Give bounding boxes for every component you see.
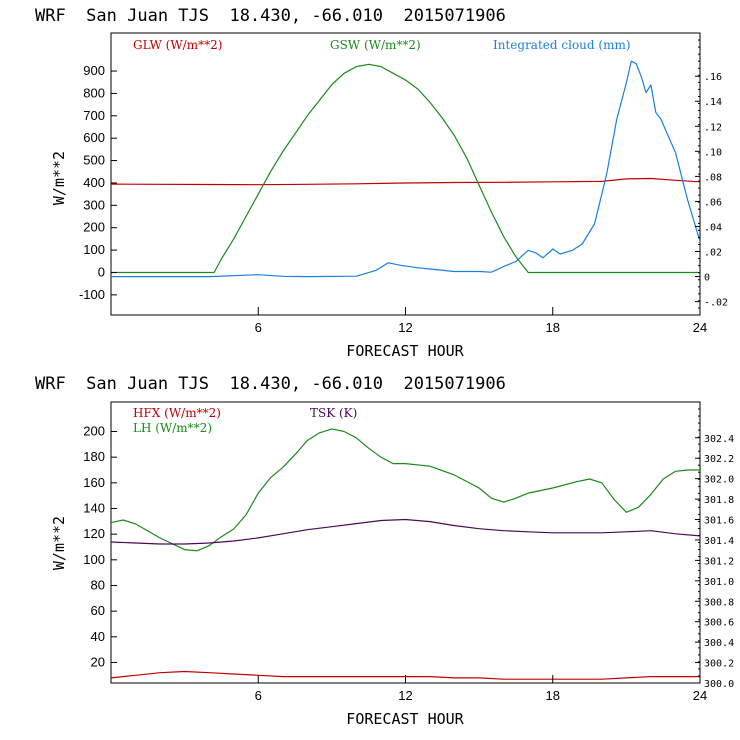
- top-x-tick-label: 6: [255, 320, 262, 335]
- top-y2-tick-label: .06: [704, 197, 722, 208]
- top-y-tick-label: 600: [83, 130, 105, 145]
- top-y-tick-label: 400: [83, 175, 105, 190]
- top-y2-tick-label: .08: [704, 172, 722, 183]
- bottom-axes-group: 6 12 18 24 20 40 60 80 100 120 140 160 180 200 300.0 30…: [83, 401, 734, 703]
- bottom-y-tick-label: 180: [83, 449, 105, 464]
- top-y-tick-label: 700: [83, 108, 105, 123]
- top-y2-tick-label: .04: [704, 222, 722, 233]
- top-glw-line: [110, 177, 701, 186]
- bottom-x-tick-label: 18: [546, 688, 560, 703]
- bottom-y-tick-label: 160: [83, 475, 105, 490]
- bottom-y-tick-label: 100: [83, 552, 105, 567]
- top-y-tick-label: -100: [79, 287, 105, 302]
- bottom-legend-lh: LH (W/m**2): [133, 421, 212, 435]
- bottom-y2-tick-label: 300.0: [704, 679, 734, 690]
- top-series-group: [110, 60, 701, 278]
- top-gsw-line: [111, 63, 700, 274]
- bottom-y-axis-label: W/m**2: [50, 516, 68, 570]
- top-y2-tick-label: -.02: [704, 298, 728, 309]
- bottom-y-tick-label: 60: [91, 603, 105, 618]
- bottom-y2-tick-label: 302.2: [704, 454, 734, 465]
- bottom-x-tick-label: 12: [398, 688, 412, 703]
- bottom-y2-tick-label: 301.6: [704, 516, 734, 527]
- bottom-y2-tick-label: 300.6: [704, 618, 734, 629]
- bottom-x-tick-label: 6: [255, 688, 262, 703]
- top-y2-tick-label: .16: [704, 72, 722, 83]
- top-y2-tick-label: 0: [704, 273, 710, 284]
- bottom-y-tick-label: 120: [83, 526, 105, 541]
- top-y2-tick-label: .02: [704, 248, 722, 259]
- top-y-tick-label: 100: [83, 242, 105, 257]
- bottom-y2-tick-label: 301.2: [704, 556, 734, 567]
- bottom-x-tick-label: 24: [693, 688, 707, 703]
- top-axes-group: 6 12 18 24 -100 0 100 200 300 400 500 600 700 800 900 -…: [79, 32, 728, 335]
- top-y-tick-label: 800: [83, 85, 105, 100]
- bottom-y-tick-label: 140: [83, 500, 105, 515]
- top-legend-glw: GLW (W/m**2): [133, 38, 222, 52]
- top-y-tick-label: 200: [83, 220, 105, 235]
- top-y-tick-label: 500: [83, 153, 105, 168]
- top-y2-tick-label: .14: [704, 97, 722, 108]
- bottom-plot-frame: [110, 401, 701, 684]
- top-chart-title: WRF San Juan TJS 18.430, -66.010 2015071…: [35, 6, 506, 26]
- bottom-y2-tick-label: 300.8: [704, 597, 734, 608]
- bottom-legend-tsk: TSK (K): [310, 406, 357, 420]
- bottom-y2-tick-label: 302.4: [704, 434, 734, 445]
- bottom-y-tick-label: 80: [91, 577, 105, 592]
- bottom-y2-tick-label: 301.8: [704, 495, 734, 506]
- bottom-y2-tick-label: 300.2: [704, 659, 734, 670]
- bottom-y2-tick-label: 301.4: [704, 536, 734, 547]
- bottom-y2-tick-label: 300.4: [704, 638, 734, 649]
- top-legend-cloud: Integrated cloud (mm): [493, 38, 631, 52]
- top-y-tick-label: 900: [83, 63, 105, 78]
- bottom-tsk-line: [110, 518, 701, 545]
- top-y-axis-label: W/m**2: [50, 151, 68, 205]
- top-y-tick-label: 300: [83, 197, 105, 212]
- top-x-axis-label: FORECAST HOUR: [346, 342, 464, 360]
- bottom-y2-tick-label: 302.0: [704, 475, 734, 486]
- bottom-legend-hfx: HFX (W/m**2): [133, 406, 221, 420]
- top-legend-gsw: GSW (W/m**2): [330, 38, 421, 52]
- top-cloud-line: [111, 60, 701, 278]
- top-x-tick-label: 18: [546, 320, 560, 335]
- top-x-tick-label: 24: [693, 320, 707, 335]
- bottom-chart-title: WRF San Juan TJS 18.430, -66.010 2015071…: [35, 374, 506, 394]
- top-x-tick-label: 12: [398, 320, 412, 335]
- bottom-y-tick-label: 40: [91, 629, 105, 644]
- top-y-tick-label: 0: [98, 264, 105, 279]
- bottom-x-axis-label: FORECAST HOUR: [346, 710, 464, 728]
- bottom-y-tick-label: 20: [91, 654, 105, 669]
- bottom-y-tick-label: 200: [83, 424, 105, 439]
- bottom-lh-line: [110, 428, 700, 552]
- top-y2-tick-label: .12: [704, 122, 722, 133]
- bottom-series-group: [110, 428, 701, 680]
- bottom-y2-tick-label: 301.0: [704, 577, 734, 588]
- top-y2-tick-label: .10: [704, 147, 722, 158]
